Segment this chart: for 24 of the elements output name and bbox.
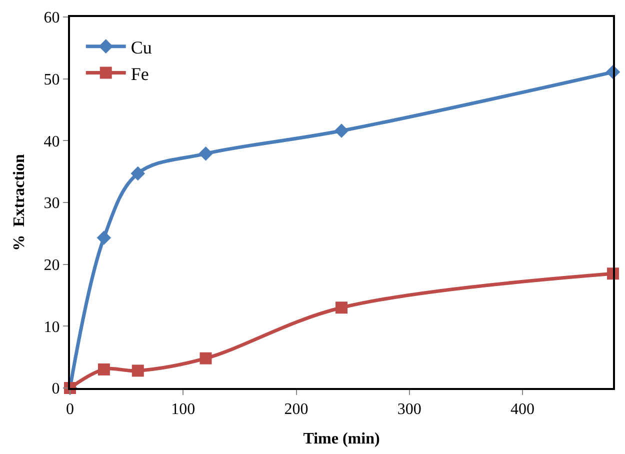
point [334,124,349,138]
y-tick-label: 60 [44,10,60,27]
y-tick-label: 50 [44,71,60,88]
x-tick-label: 200 [284,401,308,418]
point [200,352,212,364]
point [336,302,348,314]
x-tick-label: 100 [171,401,196,418]
x-tick-label: 0 [66,401,74,418]
point [98,363,110,376]
point [96,230,112,245]
y-axis-title: % Extraction [11,154,28,251]
point [132,364,144,377]
y-tick-label: 20 [44,256,60,274]
legend-label: Fe [130,64,149,84]
x-tick-label: 300 [397,401,422,418]
y-tick-label: 30 [44,195,60,212]
y-tick-label: 10 [44,318,60,336]
point [130,166,146,181]
x-axis-title: Time (min) [303,430,380,448]
x-tick-label: 400 [510,401,534,418]
y-tick-label: 40 [44,133,60,150]
legend-label: Cu [130,37,152,58]
point [198,146,213,161]
y-tick-label: 0 [52,380,60,398]
